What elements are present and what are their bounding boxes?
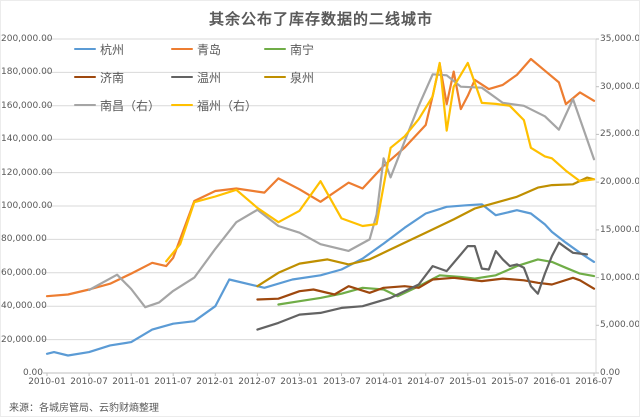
legend-label: 南宁: [290, 42, 315, 57]
x-axis-tick-label: 2010-07: [70, 377, 108, 387]
legend-swatch-icon: [74, 103, 96, 107]
legend-swatch-icon: [74, 75, 96, 79]
legend-label: 杭州: [100, 42, 125, 57]
series-line-温州: [256, 241, 589, 331]
legend-label: 福州（右）: [197, 98, 258, 113]
series-line-泉州: [256, 176, 596, 288]
y-axis-right-tick-label: 25,000.00: [600, 129, 640, 139]
legend-label: 青岛: [197, 42, 222, 57]
x-axis-tick-label: 2012-07: [238, 377, 276, 387]
x-axis-tick-label: 2016-07: [575, 377, 613, 387]
legend-item-济南: 济南: [74, 70, 125, 85]
legend-swatch-icon: [264, 47, 286, 51]
legend-item-南昌（右）: 南昌（右）: [74, 98, 161, 113]
y-axis-right-tick-label: 35,000.00: [600, 34, 640, 44]
legend-label: 温州: [197, 70, 222, 85]
legend-swatch-icon: [171, 103, 193, 107]
y-axis-left-tick-label: 100,000.00: [1, 201, 53, 211]
y-axis-left-tick-label: 0.00: [22, 368, 43, 378]
legend-item-泉州: 泉州: [264, 70, 315, 85]
series-line-青岛: [45, 57, 596, 298]
legend-item-南宁: 南宁: [264, 42, 315, 57]
x-axis-tick-label: 2015-01: [449, 377, 487, 387]
x-axis-tick-label: 2011-01: [112, 377, 150, 387]
legend-item-青岛: 青岛: [171, 42, 222, 57]
legend-swatch-icon: [74, 47, 96, 51]
series-line-济南: [256, 276, 596, 301]
series-line-南昌（右）: [87, 73, 596, 309]
y-axis-right-tick-label: 10,000.00: [600, 273, 640, 283]
x-axis-tick-label: 2015-07: [491, 377, 529, 387]
y-axis-right-tick-label: 30,000.00: [600, 82, 640, 92]
y-axis-left-tick-label: 120,000.00: [1, 168, 53, 178]
x-axis-tick-label: 2013-01: [280, 377, 318, 387]
series-line-南宁: [277, 258, 596, 306]
y-axis-right-tick-label: 0.00: [600, 368, 621, 378]
y-axis-left-tick-label: 200,000.00: [1, 34, 53, 44]
x-axis-tick-label: 2016-01: [533, 377, 571, 387]
legend-item-福州（右）: 福州（右）: [171, 98, 258, 113]
x-axis-tick-label: 2012-01: [196, 377, 234, 387]
x-axis-tick-label: 2010-01: [28, 377, 66, 387]
legend-swatch-icon: [171, 47, 193, 51]
legend-swatch-icon: [264, 75, 286, 79]
legend-label: 南昌（右）: [100, 98, 161, 113]
legend-label: 济南: [100, 70, 125, 85]
chart-title: 其余公布了库存数据的二线城市: [208, 10, 433, 28]
y-axis-left-tick-label: 180,000.00: [1, 67, 53, 77]
x-axis-tick-label: 2014-01: [365, 377, 403, 387]
y-axis-left-tick-label: 140,000.00: [1, 134, 53, 144]
legend-item-杭州: 杭州: [74, 42, 125, 57]
y-axis-right-tick-label: 20,000.00: [600, 177, 640, 187]
legend-label: 泉州: [290, 70, 315, 85]
x-axis-tick-label: 2011-07: [154, 377, 192, 387]
x-axis-tick-label: 2014-07: [407, 377, 445, 387]
y-axis-left-tick-label: 60,000.00: [1, 268, 47, 278]
x-axis-tick-label: 2013-07: [323, 377, 361, 387]
series-line-福州（右）: [165, 61, 596, 263]
y-axis-right-tick-label: 5,000.00: [600, 320, 640, 330]
legend-item-温州: 温州: [171, 70, 222, 85]
y-axis-right-tick-label: 15,000.00: [600, 225, 640, 235]
source-note: 来源：各城房管局、云豹财熵整理: [9, 403, 159, 414]
y-axis-left-tick-label: 80,000.00: [1, 234, 47, 244]
y-axis-left-tick-label: 160,000.00: [1, 101, 53, 111]
y-axis-left-tick-label: 20,000.00: [1, 335, 47, 345]
y-axis-left-tick-label: 40,000.00: [1, 301, 47, 311]
legend-swatch-icon: [171, 75, 193, 79]
